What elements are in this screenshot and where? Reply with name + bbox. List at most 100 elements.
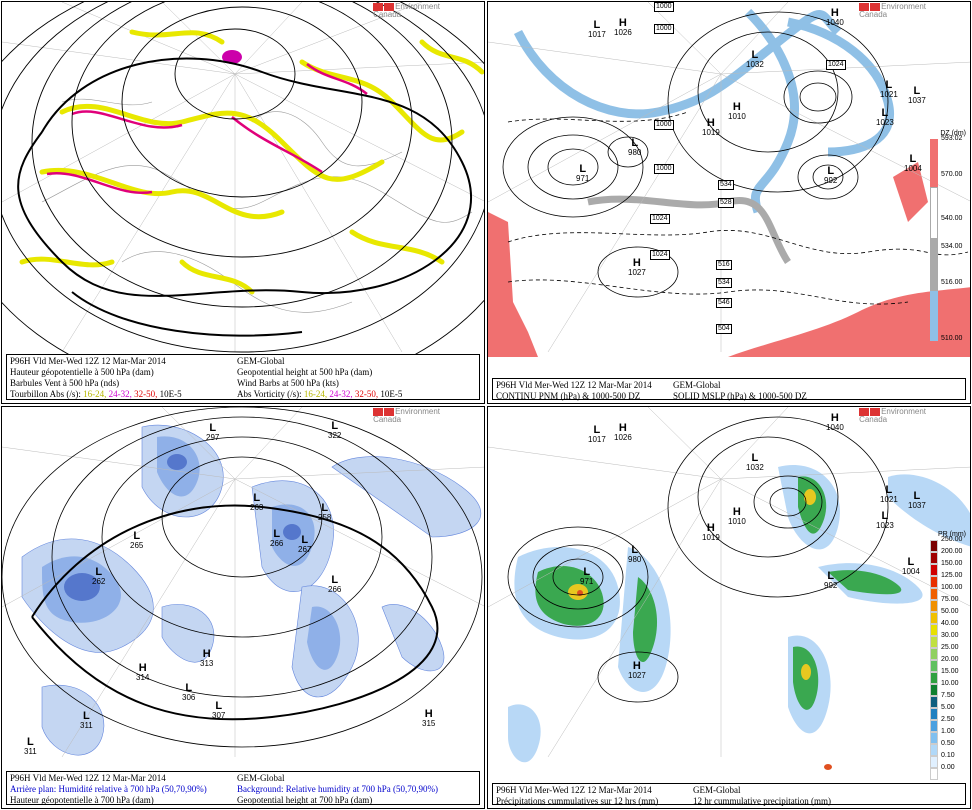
colorbar-step: 100.00 xyxy=(928,584,966,600)
colorbar-label: 534.00 xyxy=(941,243,963,250)
env-canada-logo: Environment Canada xyxy=(373,407,440,424)
height-low-311: L 311 xyxy=(80,710,93,731)
isobar-label: 1024 xyxy=(826,60,846,70)
colorbar-swatch xyxy=(930,708,938,720)
height-low-306: L 306 xyxy=(182,682,196,703)
height-low-297: L 297 xyxy=(206,422,220,443)
colorbar-step: 50.00 xyxy=(928,608,966,624)
thickness-label: 534 xyxy=(718,180,734,190)
colorbar-step: 250.00 xyxy=(928,536,966,552)
colorbar-title: DZ (dm) xyxy=(940,130,966,137)
colorbar-swatch xyxy=(930,756,938,768)
legend-en-line3: Geopotential height at 700 hPa (dam) xyxy=(237,795,373,805)
pressure-low-1023: L 1023 xyxy=(876,510,894,531)
map-500hpa xyxy=(2,2,484,398)
colorbar-step: 0.00 xyxy=(928,764,966,780)
colorbar-label: 100.00 xyxy=(941,584,963,591)
legend-valid-time: P96H Vld Mer-Wed 12Z 12 Mar-Mar 2014 xyxy=(10,773,166,783)
panel-precipitation: Environment Canada L 1017 H 1026 L 1032 H 104… xyxy=(487,406,971,809)
pressure-high-1010: H 1010 xyxy=(728,506,746,527)
legend-panel-700hpa: P96H Vld Mer-Wed 12Z 12 Mar-Mar 2014 Arr… xyxy=(6,771,480,805)
colorbar-step: 200.00 xyxy=(928,548,966,564)
colorbar-swatch xyxy=(930,660,938,672)
thickness-contours xyxy=(507,111,969,305)
env-canada-logo: Environment Canada xyxy=(373,2,440,19)
legend-fr-line2: CONTINU PNM (hPa) & 1000-500 DZ xyxy=(496,391,641,401)
thickness-label: 504 xyxy=(716,324,732,334)
colorbar-label: 7.50 xyxy=(941,692,955,699)
precip-moderate xyxy=(535,476,902,710)
pressure-low-1037: L 1037 xyxy=(908,85,926,106)
colorbar-swatch xyxy=(930,600,938,612)
colorbar-label: 2.50 xyxy=(941,716,955,723)
colorbar-label: 516.00 xyxy=(941,279,963,286)
legend-panel-500hpa: P96H Vld Mer-Wed 12Z 12 Mar-Mar 2014 Hau… xyxy=(6,354,480,400)
colorbar-label: 125.00 xyxy=(941,572,963,579)
pressure-low-971: L 971 xyxy=(576,163,590,184)
height-low-258: L 258 xyxy=(318,502,332,523)
legend-model: GEM-Global xyxy=(237,773,285,783)
colorbar-swatch xyxy=(930,744,938,756)
pressure-low-992: L 992 xyxy=(824,165,838,186)
colorbar-label: 40.00 xyxy=(941,620,959,627)
legend-panel-precip: P96H Vld Mer-Wed 12Z 12 Mar-Mar 2014 Pré… xyxy=(492,783,966,806)
colorbar-step: 0.10 xyxy=(928,752,966,768)
height-low-322: L 322 xyxy=(328,420,342,441)
isobar-label: 1000 xyxy=(654,24,674,34)
colorbar-swatch xyxy=(930,624,938,636)
legend-valid-time: P96H Vld Mer-Wed 12Z 12 Mar-Mar 2014 xyxy=(496,785,652,795)
colorbar-label: 0.00 xyxy=(941,764,955,771)
legend-en-line3: Wind Barbs at 500 hPa (kts) xyxy=(237,378,339,388)
bold-contours xyxy=(31,504,439,721)
colorbar-label: 0.50 xyxy=(941,740,955,747)
pressure-high-1019: H 1019 xyxy=(702,117,720,138)
thickness-label: 528 xyxy=(718,198,734,208)
pressure-low-1023: L 1023 xyxy=(876,107,894,128)
colorbar-label: 0.10 xyxy=(941,752,955,759)
colorbar-label: 15.00 xyxy=(941,668,959,675)
colorbar-step: 125.00 xyxy=(928,572,966,588)
isobars xyxy=(502,11,889,298)
pressure-low-1021: L 1021 xyxy=(880,79,898,100)
legend-en-line2: Background: Relative humidity at 700 hPa… xyxy=(237,784,438,794)
colorbar-swatch xyxy=(930,564,938,576)
map-precip xyxy=(488,407,970,770)
colorbar-label: 540.00 xyxy=(941,215,963,222)
legend-model: GEM-Global xyxy=(693,785,741,795)
height-low-311b: L 311 xyxy=(24,736,37,757)
colorbar-swatch xyxy=(930,672,938,684)
colorbar-label: 200.00 xyxy=(941,548,963,555)
isobar-label: 1024 xyxy=(650,214,670,224)
thickness-label: 534 xyxy=(716,278,732,288)
colorbar-label: 570.00 xyxy=(941,171,963,178)
panel-mslp-thickness: Environment Canada L 1017 H 1026 L 1032 H 104… xyxy=(487,1,971,404)
colorbar-step: 20.00 xyxy=(928,656,966,672)
colorbar-swatch xyxy=(930,636,938,648)
isobar-label: 1000 xyxy=(654,164,674,174)
height-low-262: L 262 xyxy=(92,566,106,587)
humidity-90 xyxy=(64,454,301,601)
legend-fr-line2: Hauteur géopotentielle à 500 hPa (dam) xyxy=(10,367,154,377)
height-low-263: L 263 xyxy=(250,492,264,513)
colorbar-title: PR (mm) xyxy=(938,531,966,538)
colorbar-step: 75.00 xyxy=(928,596,966,612)
thickness-warm-west xyxy=(488,212,538,357)
colorbar-swatch xyxy=(930,576,938,588)
coastlines xyxy=(41,98,473,313)
colorbar-label: 250.00 xyxy=(941,536,963,543)
isobar-label: 1024 xyxy=(650,250,670,260)
legend-en-line4: Abs Vorticity (/s): 16-24, 24-32, 32-50,… xyxy=(237,389,403,399)
colorbar-step: 0.50 xyxy=(928,740,966,756)
colorbar-step: 2.50 xyxy=(928,716,966,732)
bold-contours xyxy=(17,57,472,337)
vorticity-16-24 xyxy=(19,29,484,295)
colorbar-step: 7.50 xyxy=(928,692,966,708)
legend-valid-time: P96H Vld Mer-Wed 12Z 12 Mar-Mar 2014 xyxy=(496,380,652,390)
height-low-267: L 267 xyxy=(298,534,312,555)
legend-model: GEM-Global xyxy=(673,380,721,390)
pressure-high-1027: H 1027 xyxy=(628,257,646,278)
colorbar-label: 25.00 xyxy=(941,644,959,651)
legend-fr-line3: Hauteur géopotentielle à 700 hPa (dam) xyxy=(10,795,154,805)
legend-fr-line3: Barbules Vent à 500 hPa (nds) xyxy=(10,378,120,388)
